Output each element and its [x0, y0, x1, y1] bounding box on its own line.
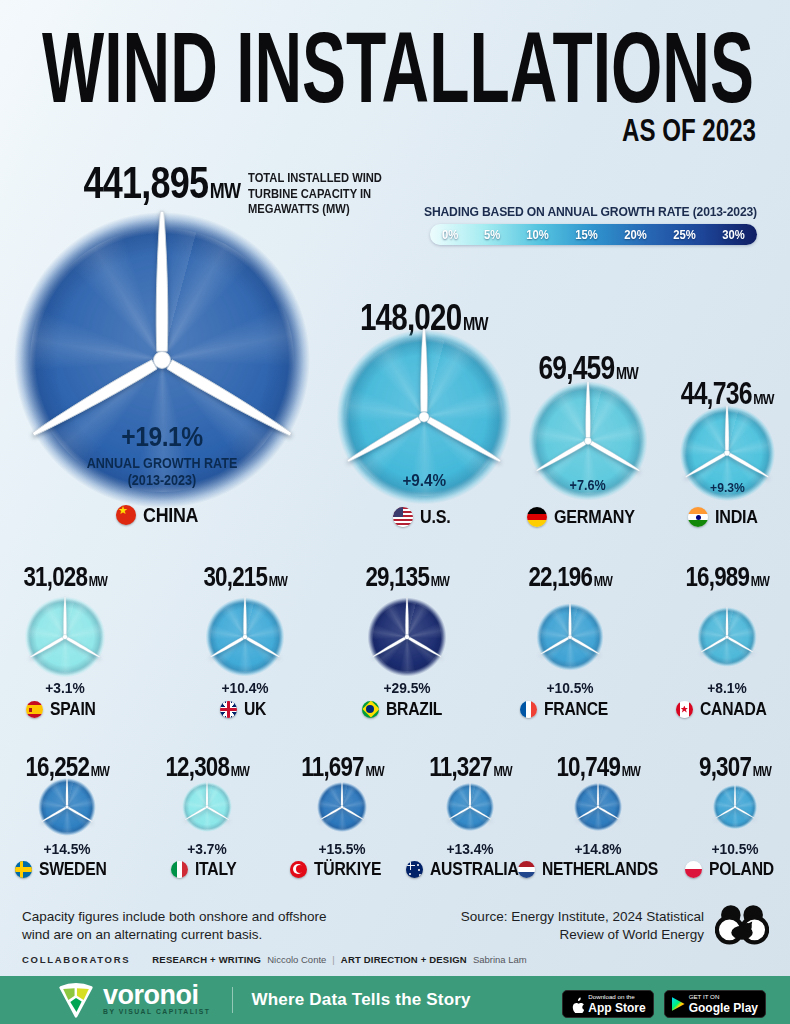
- appstore-badge[interactable]: Download on theApp Store: [562, 990, 653, 1018]
- canada-flag-icon: [676, 701, 693, 718]
- uk-flag-icon: [220, 701, 237, 718]
- growth-label: +14.8%: [524, 840, 671, 857]
- spain-flag-icon: [26, 701, 43, 718]
- svg-text:AS OF 2023: AS OF 2023: [622, 112, 756, 148]
- growth-label: +15.5%: [268, 840, 415, 857]
- netherlands-flag-icon: [518, 861, 535, 878]
- wind-turbine-icon: [313, 778, 372, 837]
- legend-tick: 5%: [484, 228, 500, 242]
- wind-bubble-canada: [696, 606, 758, 668]
- googleplay-badge[interactable]: GET IT ONGoogle Play: [664, 990, 766, 1018]
- country-name: POLAND: [709, 858, 774, 880]
- wind-bubble-india: +9.3%: [678, 404, 777, 503]
- voronoi-brand[interactable]: voronoi BY VISUAL CAPITALIST: [56, 981, 210, 1019]
- tagline: Where Data Tells the Story: [251, 990, 470, 1010]
- growth-label: +10.5%: [661, 840, 790, 857]
- india-flag-icon: [688, 507, 708, 527]
- legend-tick: 10%: [526, 228, 549, 242]
- legend-tick: 20%: [624, 228, 647, 242]
- wind-bubble-brazil: [366, 596, 447, 677]
- legend-tick: 0%: [442, 228, 458, 242]
- growth-label: +9.4%: [342, 471, 506, 491]
- main-title: WIND INSTALLATIONS: [42, 24, 758, 112]
- wind-bubble-australia: [445, 782, 496, 833]
- growth-label: +10.5%: [496, 679, 643, 696]
- wind-turbine-icon: [33, 773, 102, 842]
- wind-turbine-icon: [692, 602, 762, 672]
- growth-label: +10.4%: [171, 679, 318, 696]
- sweden-flag-icon: [15, 861, 32, 878]
- country-name: CHINA: [143, 503, 198, 527]
- growth-label: +3.1%: [0, 679, 139, 696]
- wind-turbine-icon: [709, 781, 762, 834]
- growth-rate-legend: 0% 5% 10% 15% 20% 25% 30%: [430, 224, 757, 245]
- brand-sub: BY VISUAL CAPITALIST: [103, 1009, 210, 1016]
- wind-turbine-icon: [361, 591, 454, 684]
- wind-bubble-netherlands: [573, 782, 623, 832]
- wind-bubble-turkiye: [316, 781, 368, 833]
- wind-bubble-france: [535, 602, 605, 672]
- voronoi-owl-logo: [715, 903, 769, 953]
- wind-bubble-sweden: [37, 777, 98, 838]
- svg-text:WIND INSTALLATIONS: WIND INSTALLATIONS: [42, 24, 754, 112]
- france-flag-icon: [520, 701, 537, 718]
- china-growth-note: +19.1% ANNUAL GROWTH RATE (2013-2023): [8, 421, 316, 488]
- us-flag-icon: [393, 507, 413, 527]
- subtitle: AS OF 2023: [620, 112, 756, 148]
- apple-icon: [570, 996, 584, 1013]
- wind-turbine-icon: [177, 777, 237, 837]
- legend-title: SHADING BASED ON ANNUAL GROWTH RATE (201…: [424, 204, 757, 219]
- australia-flag-icon: [406, 861, 423, 878]
- country-name: INDIA: [715, 506, 758, 528]
- google-play-icon: [672, 997, 685, 1011]
- capacity-label-canada: 16,989MW: [557, 563, 790, 591]
- capacity-label-poland: 9,307MW: [565, 753, 790, 781]
- brazil-flag-icon: [362, 701, 379, 718]
- growth-label: +14.5%: [0, 840, 141, 857]
- brand-wordmark: voronoi: [103, 984, 210, 1007]
- divider: [232, 987, 233, 1013]
- growth-label: +9.3%: [682, 480, 771, 495]
- wind-turbine-icon: [570, 779, 626, 835]
- wind-turbine-icon: [198, 590, 292, 684]
- country-name: CANADA: [700, 698, 767, 720]
- footnote: Capacity figures include both onshore an…: [22, 908, 326, 943]
- growth-label: +8.1%: [653, 679, 790, 696]
- growth-label: +29.5%: [333, 679, 480, 696]
- source-note: Source: Energy Institute, 2024 Statistic…: [461, 908, 704, 943]
- capacity-label-india: 44,736MW: [557, 378, 790, 409]
- wind-bubble-spain: [23, 595, 107, 679]
- germany-flag-icon: [527, 507, 547, 527]
- capacity-label-china: 441,895MW: [0, 160, 332, 205]
- wind-turbine-icon: [441, 778, 499, 836]
- growth-label: +7.6%: [533, 477, 644, 493]
- growth-label: +13.4%: [396, 840, 543, 857]
- legend-tick: 15%: [575, 228, 598, 242]
- legend-tick: 30%: [722, 228, 745, 242]
- growth-label: +3.7%: [133, 840, 280, 857]
- collaborators-line: COLLABORATORS RESEARCH + WRITINGNiccolo …: [22, 954, 527, 965]
- wind-bubble-china: +19.1% ANNUAL GROWTH RATE (2013-2023): [8, 206, 316, 514]
- voronoi-logo-icon: [56, 981, 96, 1019]
- wind-bubble-poland: [712, 784, 758, 830]
- poland-flag-icon: [685, 861, 702, 878]
- wind-bubble-italy: [181, 781, 234, 834]
- wind-turbine-icon: [17, 589, 112, 684]
- wind-turbine-icon: [530, 597, 610, 677]
- infographic-poster: WIND INSTALLATIONS AS OF 2023 TOTAL INST…: [0, 0, 790, 1024]
- wind-bubble-uk: [204, 596, 287, 679]
- legend-tick: 25%: [673, 228, 696, 242]
- china-flag-icon: [116, 505, 136, 525]
